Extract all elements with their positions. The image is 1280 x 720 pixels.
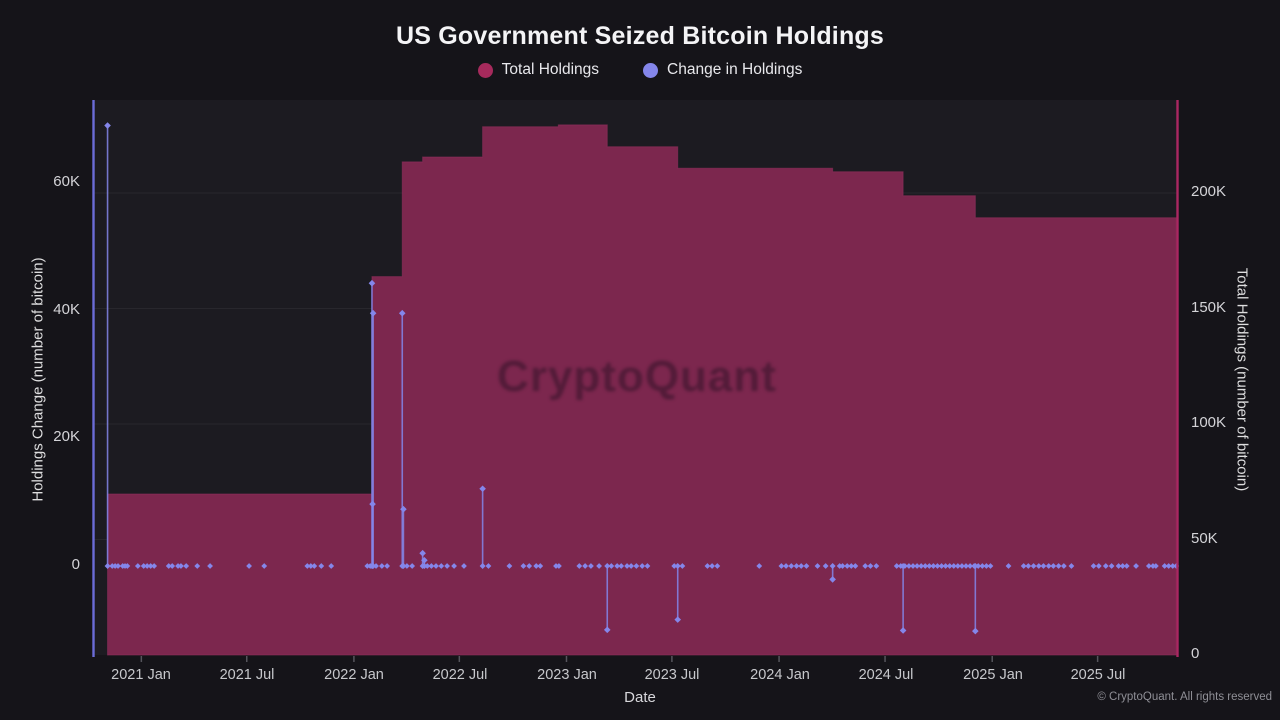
x-axis-tick: 2024 Jan [750,667,810,683]
right-axis-tick: 100K [1191,414,1227,431]
left-axis-title: Holdings Change (number of bitcoin) [29,257,47,502]
total-holdings-dot-icon [477,62,493,78]
x-axis-tick: 2024 Jul [858,667,914,683]
chart-legend: Total Holdings Change in Holdings [0,61,1280,79]
left-axis-tick: 60K [53,173,80,190]
chart-title: US Government Seized Bitcoin Holdings [395,22,884,50]
legend-label: Change in Holdings [667,61,803,78]
right-axis-tick: 150K [1191,299,1227,316]
left-axis-tick: 40K [53,301,80,318]
legend-label: Total Holdings [501,61,600,78]
x-axis-tick: 2025 Jul [1070,667,1126,683]
x-axis-title: Date [624,689,656,706]
legend-item-total-holdings[interactable]: Total Holdings [477,61,600,79]
copyright-text: © CryptoQuant. All rights reserved [1097,691,1272,703]
x-axis-tick: 2023 Jul [644,667,700,683]
right-axis-tick: 0 [1191,645,1200,662]
right-axis-tick: 200K [1191,183,1227,200]
x-axis-tick: 2025 Jan [963,667,1023,683]
x-axis-tick: 2022 Jul [432,667,488,683]
left-axis-tick: 20K [53,428,80,445]
right-axis-tick: 50K [1191,530,1218,547]
change-in-holdings-dot-icon [643,62,659,78]
x-axis-tick: 2023 Jan [537,667,597,683]
right-axis-title: Total Holdings (number of bitcoin) [1233,267,1251,492]
legend-item-change-in-holdings[interactable]: Change in Holdings [643,61,802,79]
left-axis-tick: 0 [71,556,80,573]
x-axis-tick: 2021 Jan [111,667,171,683]
x-axis-tick: 2021 Jul [219,667,275,683]
x-axis-tick: 2022 Jan [324,667,384,683]
